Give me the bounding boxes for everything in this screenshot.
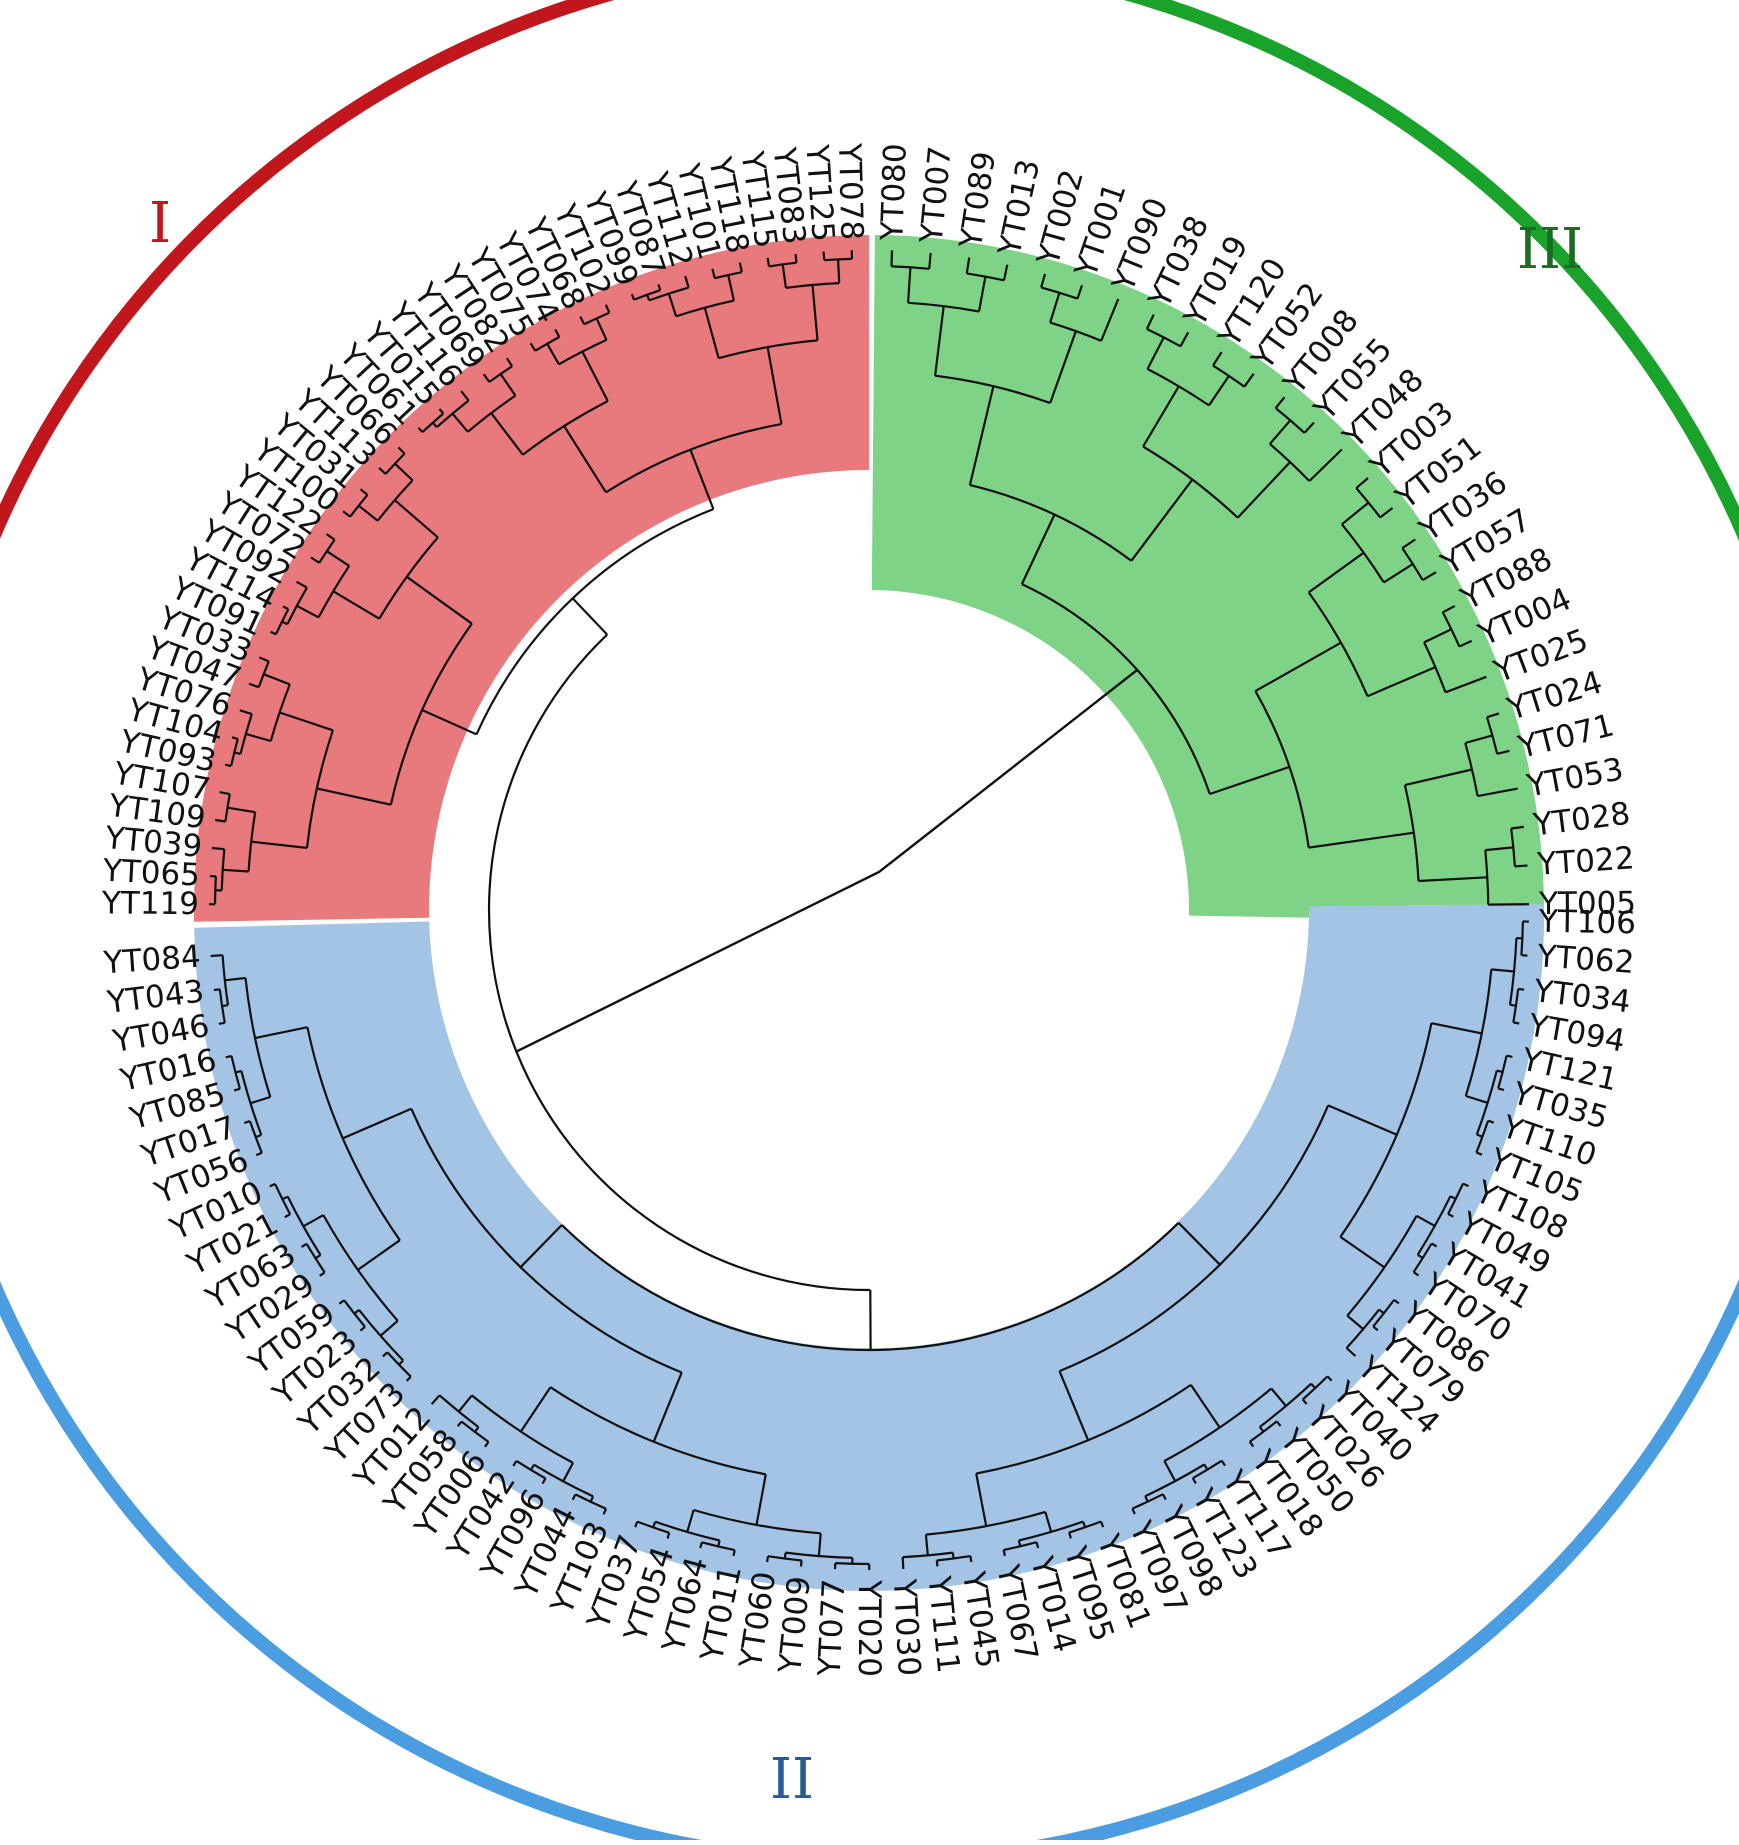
cluster-iii-fill [872, 235, 1544, 922]
leaf-label-yt106: YT106 [1538, 904, 1637, 942]
branch-radial [1513, 1022, 1519, 1023]
branch-radial [892, 250, 893, 266]
leaf-label-yt020: YT020 [851, 1579, 887, 1677]
cluster-label-iii: III [1517, 217, 1583, 282]
leaf-label-yt007: YT007 [914, 145, 959, 246]
leaf-label-yt062: YT062 [1535, 938, 1635, 981]
branch-radial [573, 598, 608, 634]
branch-radial [785, 1553, 786, 1559]
branch-radial [211, 955, 223, 956]
root-branch [516, 670, 1137, 1052]
cluster-label-ii: II [770, 1747, 814, 1812]
branch-radial [824, 252, 825, 261]
branch-radial [212, 848, 224, 849]
branch-radial [838, 259, 839, 283]
leaf-label-yt028: YT028 [1530, 796, 1632, 844]
branch-arc [489, 635, 870, 1290]
branch-radial [232, 737, 238, 739]
branch-radial [796, 254, 797, 263]
leaf-label-yt030: YT030 [886, 1577, 927, 1677]
leaf-label-yt080: YT080 [874, 143, 913, 242]
branch-radial [953, 1553, 954, 1559]
cluster-i-fill [194, 235, 869, 922]
branch-radial [222, 1005, 228, 1006]
branch-radial [903, 1557, 904, 1569]
leaf-label-yt077: YT077 [812, 1578, 853, 1678]
leaf-label-yt119: YT119 [101, 885, 199, 922]
branch-radial [1515, 866, 1528, 867]
branch-radial [215, 820, 225, 822]
branch-radial [1510, 1005, 1516, 1006]
branch-radial [768, 258, 769, 267]
leaf-label-yt022: YT022 [1535, 840, 1635, 883]
cluster-label-i: I [149, 191, 171, 256]
branch-radial [929, 253, 931, 269]
